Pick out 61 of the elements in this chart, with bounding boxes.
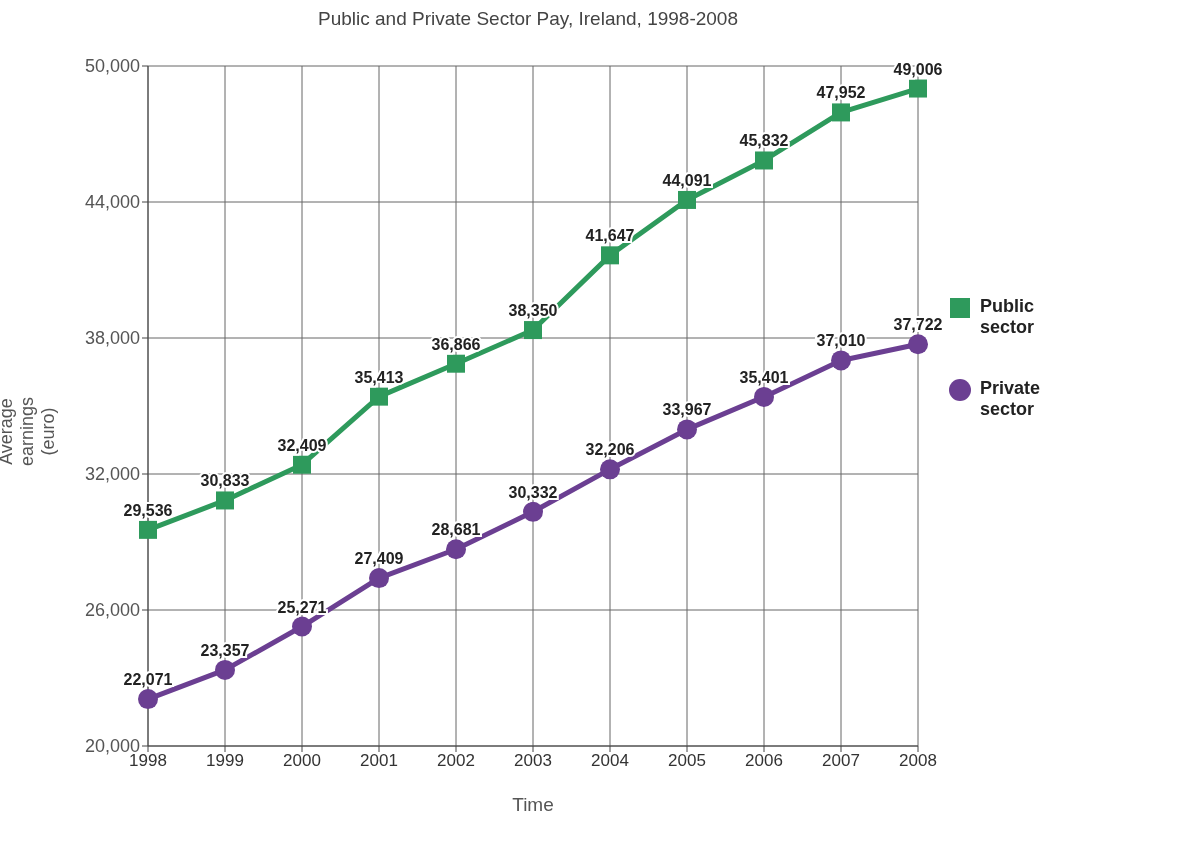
point: [216, 491, 234, 510]
point: [292, 616, 312, 637]
point: [446, 539, 466, 560]
point: [909, 79, 927, 98]
x-tick-label: 2001: [360, 751, 398, 771]
data-label: 41,647: [585, 227, 635, 245]
data-label: 32,206: [585, 441, 635, 459]
data-label: 37,722: [893, 316, 943, 334]
data-label: 47,952: [816, 84, 866, 102]
x-tick-label: 1998: [129, 751, 167, 771]
y-tick-label: 32,000: [84, 464, 140, 485]
point: [831, 350, 851, 371]
data-label: 28,681: [431, 521, 481, 539]
point: [600, 459, 620, 480]
point: [293, 455, 311, 474]
legend-label: Private sector: [980, 378, 1042, 420]
x-tick-label: 2004: [591, 751, 629, 771]
chart-title: Public and Private Sector Pay, Ireland, 1998-2008: [317, 8, 739, 30]
point: [677, 419, 697, 440]
data-label: 30,833: [200, 472, 250, 490]
data-label: 49,006: [893, 60, 943, 78]
point: [447, 354, 465, 373]
y-tick-label: 44,000: [84, 192, 140, 213]
data-label: 45,832: [739, 132, 789, 150]
point: [601, 246, 619, 265]
x-tick-label: 1999: [206, 751, 244, 771]
point: [139, 520, 157, 539]
point: [369, 568, 389, 589]
x-tick-label: 2007: [822, 751, 860, 771]
y-tick-label: 26,000: [84, 600, 140, 621]
data-label: 35,401: [739, 368, 789, 386]
point: [370, 387, 388, 406]
y-tick-label: 50,000: [84, 56, 140, 77]
data-label: 27,409: [354, 550, 404, 568]
point: [754, 386, 774, 407]
x-tick-label: 2008: [899, 751, 937, 771]
data-label: 25,271: [277, 598, 327, 616]
x-tick-label: 2005: [668, 751, 706, 771]
point: [524, 321, 542, 340]
data-label: 37,010: [816, 332, 866, 350]
legend-label: Public sector: [980, 296, 1036, 338]
point: [755, 151, 773, 170]
y-axis-title: Average earnings (euro): [0, 396, 60, 466]
point: [832, 103, 850, 122]
point: [523, 501, 543, 522]
point: [908, 334, 928, 355]
data-label: 35,413: [354, 368, 404, 386]
x-tick-label: 2000: [283, 751, 321, 771]
data-label: 23,357: [200, 641, 250, 659]
x-axis-title: Time: [512, 794, 554, 815]
data-label: 30,332: [508, 483, 558, 501]
x-tick-label: 2006: [745, 751, 783, 771]
point: [215, 659, 235, 680]
point: [138, 689, 158, 710]
data-label: 36,866: [431, 335, 481, 353]
data-label: 44,091: [662, 171, 712, 189]
x-tick-label: 2003: [514, 751, 552, 771]
data-label: 33,967: [662, 401, 712, 419]
point: [678, 190, 696, 209]
y-tick-label: 38,000: [84, 328, 140, 349]
x-tick-label: 2002: [437, 751, 475, 771]
